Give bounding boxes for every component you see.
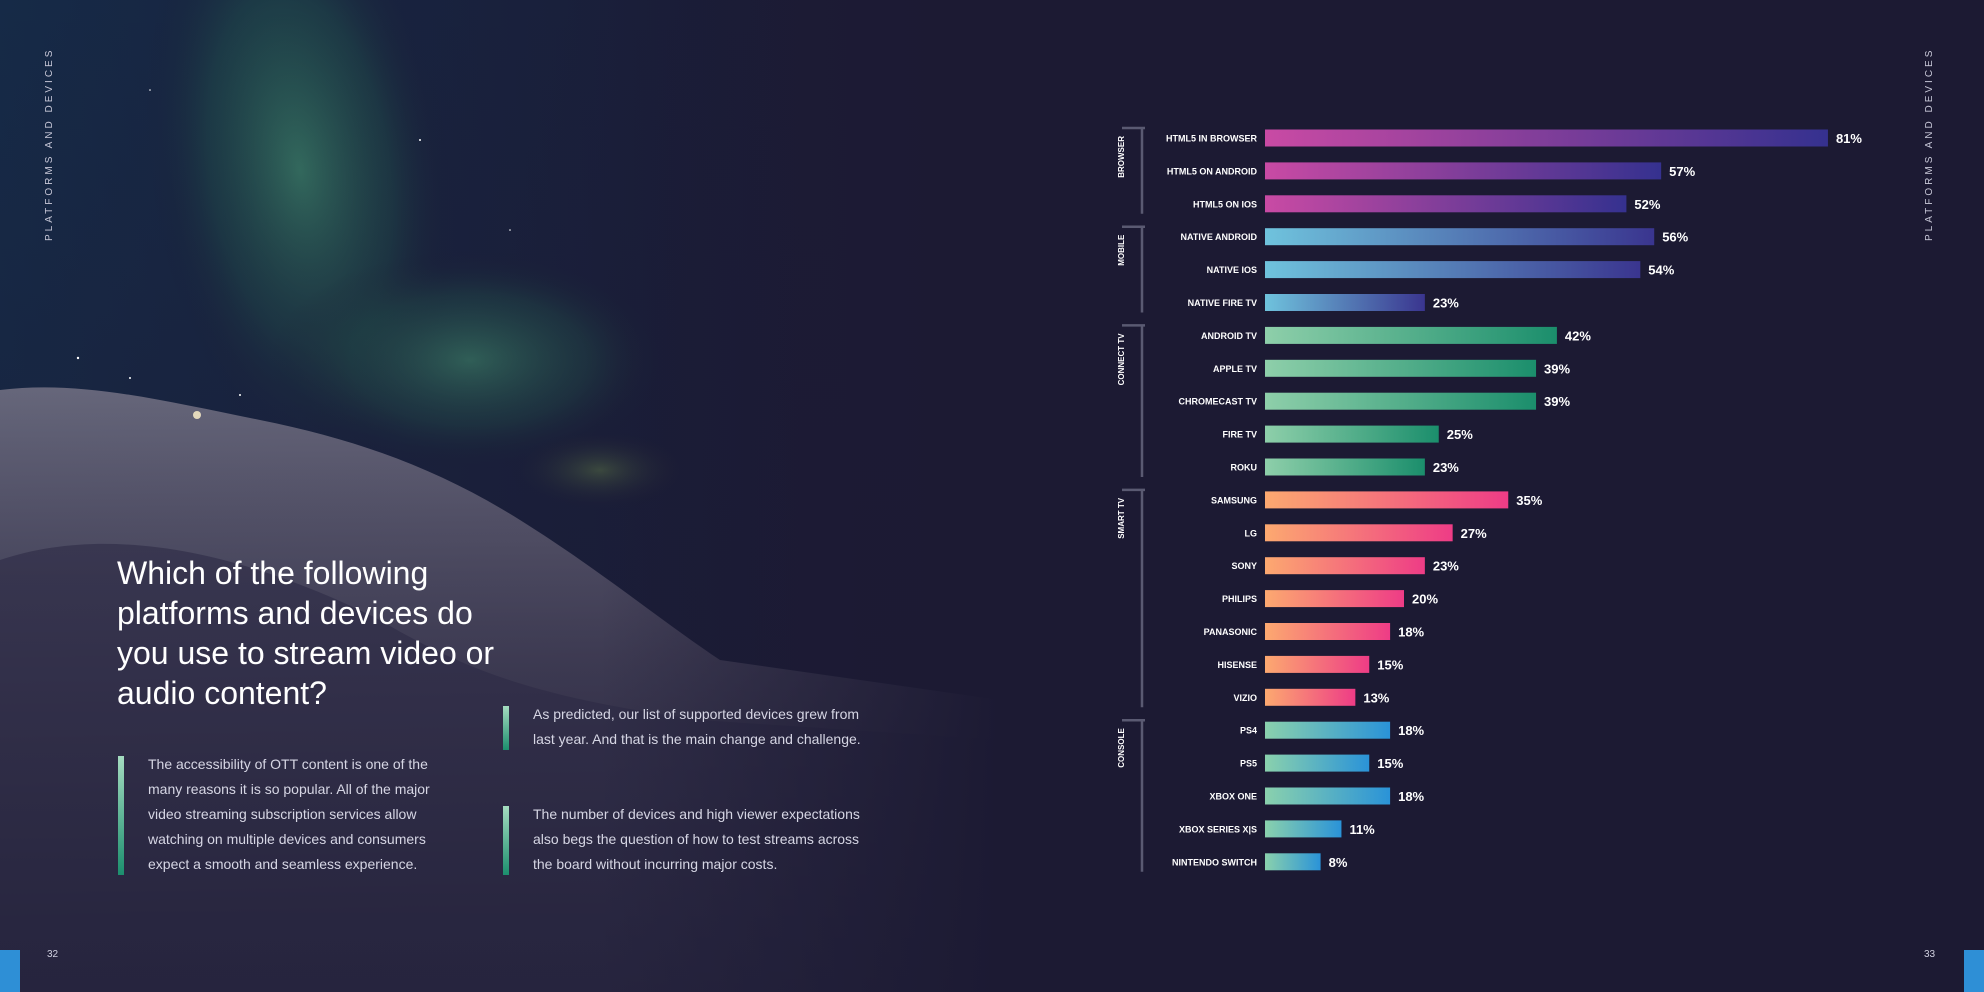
value-label: 52% <box>1634 197 1660 212</box>
category-label: ROKU <box>1231 463 1258 473</box>
value-label: 25% <box>1447 427 1473 442</box>
value-label: 81% <box>1836 131 1862 146</box>
bar <box>1265 294 1425 311</box>
value-label: 54% <box>1648 263 1674 278</box>
paragraph-accent-bar <box>503 806 509 875</box>
headline: Which of the following platforms and dev… <box>117 555 495 711</box>
group-bracket <box>1122 225 1145 313</box>
category-label: XBOX ONE <box>1209 792 1257 802</box>
bar <box>1265 491 1509 509</box>
bar <box>1265 326 1557 344</box>
bar <box>1265 820 1342 838</box>
bar <box>1265 623 1391 640</box>
value-label: 23% <box>1433 460 1459 475</box>
bar <box>1265 557 1425 575</box>
category-label: CHROMECAST TV <box>1179 397 1258 407</box>
bar <box>1265 458 1425 476</box>
value-label: 11% <box>1349 822 1375 837</box>
bar <box>1265 721 1391 739</box>
paragraph-text: The accessibility of OTT content is one … <box>148 756 430 872</box>
bar <box>1265 688 1356 706</box>
category-label: HTML5 ON IOS <box>1193 199 1257 209</box>
value-label: 18% <box>1398 625 1424 640</box>
bar <box>1265 590 1404 608</box>
value-label: 39% <box>1544 361 1570 376</box>
value-label: 42% <box>1565 328 1591 343</box>
bar <box>1265 853 1321 871</box>
bar <box>1265 425 1439 443</box>
value-label: 18% <box>1398 723 1424 738</box>
value-label: 35% <box>1516 493 1542 508</box>
group-label: MOBILE <box>1117 234 1126 266</box>
bar <box>1265 228 1655 246</box>
category-label: VIZIO <box>1233 693 1257 703</box>
category-label: PS5 <box>1240 759 1257 769</box>
category-label: PANASONIC <box>1204 627 1258 637</box>
bar <box>1265 195 1627 213</box>
group-bracket <box>1122 718 1145 872</box>
value-label: 20% <box>1412 592 1438 607</box>
category-label: NINTENDO SWITCH <box>1172 857 1257 867</box>
group-bracket <box>1122 488 1145 708</box>
category-label: XBOX SERIES X|S <box>1179 824 1257 834</box>
paragraph-accessibility: The accessibility of OTT content is one … <box>118 752 448 877</box>
value-label: 15% <box>1377 657 1403 672</box>
category-label: HTML5 IN BROWSER <box>1166 134 1257 144</box>
page-number-left: 32 <box>47 949 59 960</box>
group-bracket <box>1122 324 1145 477</box>
value-label: 27% <box>1461 526 1487 541</box>
category-label: ANDROID TV <box>1201 331 1257 341</box>
value-label: 57% <box>1669 164 1695 179</box>
category-label: NATIVE IOS <box>1207 265 1257 275</box>
category-label: PS4 <box>1240 726 1257 736</box>
paragraph-text: As predicted, our list of supported devi… <box>533 706 861 747</box>
category-label: APPLE TV <box>1213 364 1257 374</box>
category-label: SONY <box>1231 561 1257 571</box>
group-bracket <box>1122 126 1145 214</box>
paragraph-accent-bar <box>118 756 124 875</box>
category-label: SAMSUNG <box>1211 495 1257 505</box>
paragraph-testing-question: The number of devices and high viewer ex… <box>503 802 863 877</box>
group-label: CONSOLE <box>1117 728 1126 768</box>
value-label: 18% <box>1398 789 1424 804</box>
bar <box>1265 787 1391 805</box>
group-label: SMART TV <box>1117 497 1126 539</box>
aurora-mountain-photo <box>0 0 1000 992</box>
category-label: HISENSE <box>1217 660 1257 670</box>
category-label: NATIVE FIRE TV <box>1188 298 1257 308</box>
bar <box>1265 754 1370 772</box>
group-label: CONNECT TV <box>1117 333 1126 386</box>
paragraph-accent-bar <box>503 706 509 750</box>
corner-tab-left <box>0 950 20 992</box>
paragraph-devices-grew: As predicted, our list of supported devi… <box>503 702 863 752</box>
value-label: 23% <box>1433 559 1459 574</box>
value-label: 15% <box>1377 756 1403 771</box>
value-label: 39% <box>1544 394 1570 409</box>
value-label: 23% <box>1433 296 1459 311</box>
category-label: HTML5 ON ANDROID <box>1167 166 1258 176</box>
bar <box>1265 261 1641 279</box>
category-label: LG <box>1245 528 1258 538</box>
corner-tab-right <box>1964 950 1984 992</box>
bar <box>1265 359 1537 377</box>
paragraph-text: The number of devices and high viewer ex… <box>533 806 860 872</box>
bar <box>1265 162 1662 180</box>
page-number-right: 33 <box>1924 949 1936 960</box>
value-label: 8% <box>1329 855 1348 870</box>
bar <box>1265 524 1453 542</box>
category-label: FIRE TV <box>1222 430 1257 440</box>
group-label: BROWSER <box>1117 136 1126 178</box>
bar <box>1265 392 1537 410</box>
category-label: NATIVE ANDROID <box>1181 232 1258 242</box>
value-label: 56% <box>1662 230 1688 245</box>
value-label: 13% <box>1363 690 1389 705</box>
bar <box>1265 129 1828 147</box>
category-label: PHILIPS <box>1222 594 1257 604</box>
bar <box>1265 655 1370 673</box>
